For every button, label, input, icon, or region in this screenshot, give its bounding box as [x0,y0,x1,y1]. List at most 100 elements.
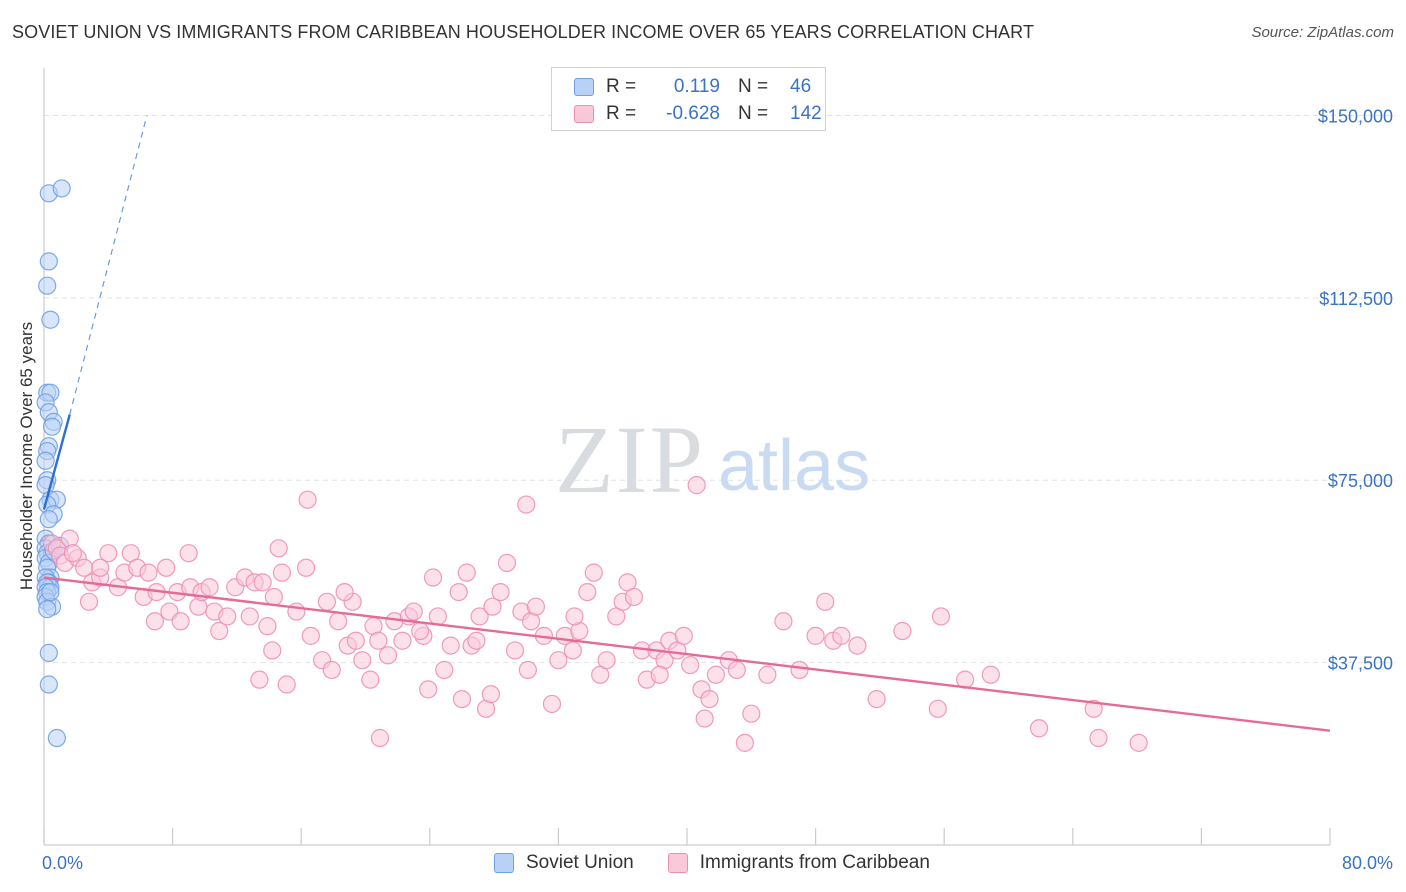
data-point [491,582,510,602]
data-point [145,612,165,631]
legend: R = 0.119 N = 46 R = -0.628 N = 142 [551,67,826,131]
legend-r-value: 0.119 [673,76,720,97]
data-point [411,621,430,641]
watermark: ZIP atlas [555,406,870,513]
trend-lines [42,115,1331,732]
data-point [79,592,99,611]
data-point [681,655,700,675]
x-tick-label: 80.0% [1342,853,1393,873]
data-point [322,660,341,680]
data-point [483,597,502,616]
data-point [563,641,582,660]
data-point [91,558,110,577]
legend-swatch-soviet-union [574,78,594,96]
data-point [36,451,55,470]
data-point [179,544,198,563]
data-point [687,476,706,495]
data-point [816,592,835,611]
data-point [47,728,66,748]
data-point [441,636,460,655]
series-legend-caribbean: Immigrants from Caribbean [667,852,930,874]
series-soviet-union [36,179,71,748]
trend-line [42,414,71,510]
series-caribbean [42,476,1148,752]
tick-labels: $37,500 $75,000 $112,500 $150,000 0.0% 80.0% [42,106,1393,873]
data-point [264,587,283,607]
data-point [1029,719,1049,738]
data-point [369,631,388,650]
trend-line-extension [69,115,148,415]
data-point [277,675,296,694]
data-point [457,563,476,582]
data-point [39,252,58,271]
data-point [272,563,292,582]
data-point [565,607,584,626]
data-point [742,704,761,723]
data-point [1084,699,1103,718]
data-point [298,490,317,509]
trend-line [43,576,1331,732]
data-point [139,563,158,582]
data-point [481,685,500,704]
data-point [210,621,229,641]
data-point [361,670,380,689]
series-legend-soviet-union: Soviet Union [494,852,634,874]
data-point [263,641,282,660]
watermark-zip: ZIP [555,406,705,513]
y-tick-label: $112,500 [1319,289,1393,309]
data-point [41,582,60,602]
data-point [218,607,237,626]
y-tick-label: $150,000 [1318,106,1393,126]
data-point [39,510,58,529]
data-point [378,646,398,665]
data-point [700,689,719,709]
data-point [517,495,536,514]
data-point [393,631,412,650]
data-point [674,626,693,645]
data-point [38,600,57,619]
data-point [931,607,951,626]
legend-n-value: 46 [790,76,812,97]
data-point [650,665,669,684]
data-point [52,179,71,198]
legend-n-label: N = [738,103,769,124]
data-point [470,607,489,626]
source-label: Source: ZipAtlas.com [1251,24,1394,41]
data-point [727,660,746,680]
data-point [893,621,912,641]
data-point [806,626,825,645]
series-swatch-soviet-union [494,853,514,873]
data-point [928,699,947,718]
data-point [38,276,57,295]
data-point [981,665,1000,684]
y-axis-title: Householder Income Over 65 years [17,322,36,590]
data-point [449,582,468,602]
series-swatch-caribbean [667,853,688,873]
data-point [39,643,58,662]
data-point [505,641,525,660]
data-point [41,310,60,329]
legend-row-caribbean: R = -0.628 N = 142 [574,103,822,125]
data-point [542,694,562,714]
data-point [428,607,447,626]
watermark-atlas: atlas [718,426,870,506]
data-point [171,612,190,631]
data-point [597,651,616,670]
data-point [39,675,58,694]
data-point [867,689,886,709]
x-tick-label: 0.0% [42,853,83,873]
data-point [790,660,809,680]
y-tick-label: $37,500 [1328,654,1393,674]
data-point [518,660,537,680]
data-point [735,733,754,752]
legend-r-label: R = [606,76,637,97]
data-point [758,665,777,684]
data-point [706,665,726,684]
data-point [370,728,390,748]
data-point [329,612,348,631]
data-point [200,578,219,597]
data-point [452,689,472,709]
data-point [346,631,365,650]
data-point [848,636,867,655]
